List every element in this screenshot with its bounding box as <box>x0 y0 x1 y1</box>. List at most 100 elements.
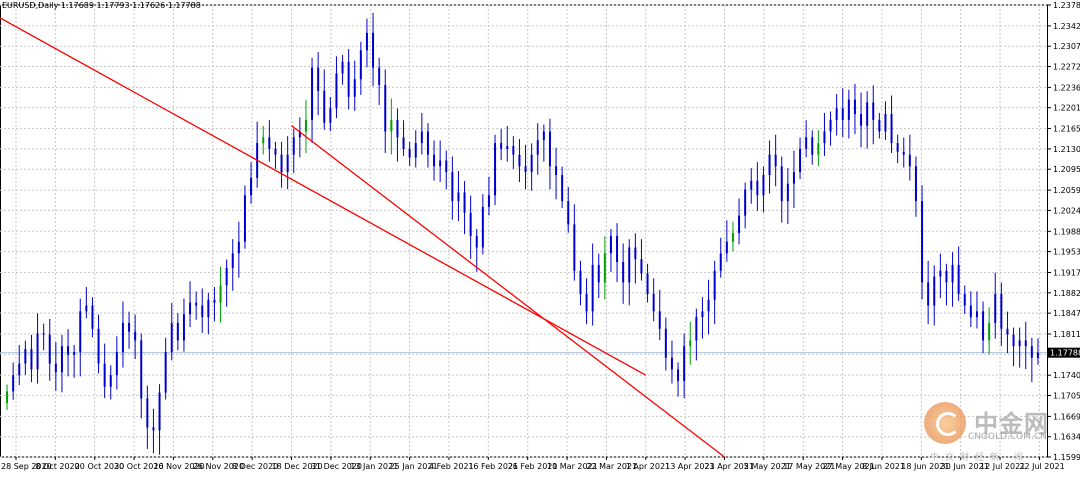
candle-body <box>189 302 192 315</box>
candle-body <box>298 131 301 138</box>
candle-body <box>250 177 253 196</box>
x-tick-label: 18 Jun 2021 <box>901 462 949 471</box>
candle-body <box>908 154 911 167</box>
candle-body <box>555 166 558 176</box>
candle-body <box>988 322 991 341</box>
y-tick-label: 1.18470 <box>1053 309 1080 318</box>
y-tick-label: 1.16690 <box>1053 412 1080 421</box>
candle-body <box>829 119 832 132</box>
candle-body <box>646 273 649 294</box>
x-tick-label: 13 Apr 2021 <box>665 462 714 471</box>
candle-body <box>628 247 631 283</box>
candle-body <box>792 172 795 184</box>
candle-body <box>439 160 442 167</box>
x-tick-label: 16 Nov 2020 <box>153 462 204 471</box>
candle-body <box>786 183 789 202</box>
candle-body <box>243 195 246 242</box>
candle-body <box>128 322 131 332</box>
candle-body <box>414 143 417 158</box>
y-tick-label: 1.16340 <box>1053 433 1080 442</box>
y-tick-label: 1.18110 <box>1053 330 1080 339</box>
candle-body <box>896 143 899 152</box>
candle-body <box>914 166 917 202</box>
candle-body <box>664 328 667 358</box>
candle-body <box>378 67 381 86</box>
x-tick-label: 13 Jan 2021 <box>350 462 398 471</box>
candle-body <box>475 235 478 248</box>
candle-body <box>744 189 747 216</box>
candle-body <box>390 119 393 132</box>
candle-body <box>579 270 582 294</box>
candle-body <box>152 427 155 431</box>
x-tick-label: 28 Sep 2020 <box>1 462 52 471</box>
x-tick-label: 10 Mar 2021 <box>547 462 598 471</box>
candle-body <box>591 264 594 312</box>
candle-body <box>329 108 332 123</box>
candle-body <box>402 137 405 149</box>
candle-body <box>97 328 100 364</box>
candle-body <box>30 349 33 370</box>
x-tick-label: 18 Dec 2020 <box>272 462 323 471</box>
candle-body <box>652 293 655 312</box>
candle-body <box>506 145 509 149</box>
candle-body <box>616 235 619 263</box>
candle-body <box>939 270 942 277</box>
candle-body <box>841 108 844 120</box>
candle-body <box>963 293 966 306</box>
candle-body <box>103 363 106 387</box>
candle-body <box>1036 352 1039 358</box>
candle-body <box>121 322 124 352</box>
y-tick-label: 1.20950 <box>1053 165 1080 174</box>
y-tick-label: 1.22720 <box>1053 63 1080 72</box>
candle-body <box>683 346 686 381</box>
candle-body <box>48 334 51 364</box>
candle-body <box>982 311 985 341</box>
candle-body <box>201 305 204 318</box>
x-tick-label: 16 Feb 2021 <box>468 462 518 471</box>
candle-body <box>658 311 661 329</box>
candle-body <box>921 201 924 283</box>
x-tick-label: 25 Jan 2021 <box>390 462 438 471</box>
x-tick-label: 17 May 2021 <box>783 462 835 471</box>
candle-body <box>292 137 295 155</box>
y-tick-label: 1.22010 <box>1053 104 1080 113</box>
chart-title: EURUSD,Daily 1.17689 1.17793 1.17626 1.1… <box>2 1 201 10</box>
candle-body <box>524 166 527 173</box>
candle-body <box>42 333 45 335</box>
candle-body <box>225 267 228 286</box>
candle-body <box>231 253 234 268</box>
candle-body <box>951 264 954 283</box>
candle-body <box>677 369 680 381</box>
candle-body <box>146 398 149 428</box>
candle-body <box>707 299 710 312</box>
x-tick-label: 31 Dec 2020 <box>311 462 362 471</box>
candle-body <box>73 351 76 355</box>
candle-body <box>518 154 521 167</box>
candle-body <box>445 160 448 173</box>
y-tick-label: 1.23420 <box>1053 22 1080 31</box>
y-tick-label: 1.21650 <box>1053 125 1080 134</box>
candle-body <box>500 143 503 149</box>
candle-body <box>622 262 625 283</box>
y-tick-label: 1.15990 <box>1053 453 1080 462</box>
candle-body <box>140 340 143 399</box>
candle-body <box>195 302 198 306</box>
candle-body <box>890 114 893 144</box>
candle-body <box>542 131 545 141</box>
candle-body <box>603 253 606 283</box>
x-tick-label: 30 Jun 2021 <box>941 462 989 471</box>
candle-body <box>158 392 161 431</box>
candle-body <box>353 79 356 97</box>
x-tick-label: 22 Mar 2021 <box>586 462 637 471</box>
y-tick-label: 1.19880 <box>1053 227 1080 236</box>
y-tick-label: 1.22360 <box>1053 83 1080 92</box>
candle-body <box>536 140 539 155</box>
candle-body <box>426 131 429 155</box>
candle-body <box>823 131 826 144</box>
candle-body <box>847 99 850 120</box>
candle-body <box>469 212 472 236</box>
candle-body <box>85 305 88 312</box>
candle-body <box>750 180 753 190</box>
